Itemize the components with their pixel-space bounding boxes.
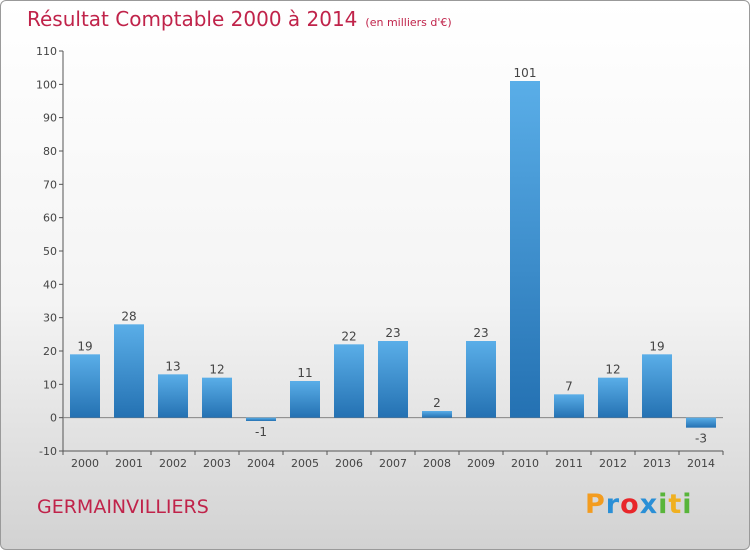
x-tick-label: 2005 xyxy=(291,457,319,470)
data-label: -1 xyxy=(255,425,267,439)
data-label: 12 xyxy=(605,363,620,377)
bar xyxy=(158,374,188,418)
y-tick-label: 30 xyxy=(43,312,57,325)
data-label: 19 xyxy=(77,339,92,353)
y-tick-label: 40 xyxy=(43,278,57,291)
logo-letter: x xyxy=(639,489,659,520)
x-tick-label: 2002 xyxy=(159,457,187,470)
x-tick-label: 2000 xyxy=(71,457,99,470)
bar xyxy=(378,341,408,418)
x-tick-label: 2006 xyxy=(335,457,363,470)
y-tick-label: 0 xyxy=(50,412,57,425)
x-tick-label: 2010 xyxy=(511,457,539,470)
x-tick-label: 2014 xyxy=(687,457,715,470)
data-label: 23 xyxy=(473,326,488,340)
y-tick-label: 50 xyxy=(43,245,57,258)
bar xyxy=(466,341,496,418)
x-tick-label: 2001 xyxy=(115,457,143,470)
data-label: 19 xyxy=(649,339,664,353)
y-tick-label: 80 xyxy=(43,145,57,158)
logo-letter: t xyxy=(668,489,683,520)
proxiti-logo: Proxiti xyxy=(585,489,693,520)
y-tick-label: 70 xyxy=(43,178,57,191)
x-tick-label: 2012 xyxy=(599,457,627,470)
data-label: 23 xyxy=(385,326,400,340)
bar xyxy=(290,381,320,418)
x-tick-label: 2004 xyxy=(247,457,275,470)
y-tick-label: 10 xyxy=(43,378,57,391)
data-label: -3 xyxy=(695,432,707,446)
y-tick-label: 110 xyxy=(36,45,57,58)
logo-letter: P xyxy=(585,489,606,520)
logo-letter: i xyxy=(658,489,669,520)
data-label: 11 xyxy=(297,366,312,380)
chart-title: Résultat Comptable 2000 à 2014 (en millie… xyxy=(27,7,452,31)
bar xyxy=(642,354,672,418)
bar xyxy=(598,377,628,418)
bar xyxy=(202,377,232,418)
bar xyxy=(686,417,716,428)
bar xyxy=(554,394,584,418)
bar xyxy=(510,81,540,418)
data-label: 7 xyxy=(565,379,573,393)
x-tick-label: 2013 xyxy=(643,457,671,470)
data-label: 2 xyxy=(433,396,441,410)
bar xyxy=(114,324,144,418)
data-label: 28 xyxy=(121,309,136,323)
data-label: 12 xyxy=(209,363,224,377)
y-tick-label: 100 xyxy=(36,78,57,91)
bar xyxy=(334,344,364,418)
town-name: GERMAINVILLIERS xyxy=(37,496,209,518)
bar xyxy=(422,411,452,418)
x-tick-label: 2007 xyxy=(379,457,407,470)
logo-letter: o xyxy=(620,489,640,520)
x-tick-label: 2009 xyxy=(467,457,495,470)
data-label: 13 xyxy=(165,359,180,373)
chart-subtitle: (en milliers d'€) xyxy=(365,16,452,29)
bar xyxy=(246,417,276,421)
y-tick-label: -10 xyxy=(39,445,57,458)
logo-letter: i xyxy=(682,489,693,520)
logo-letter: r xyxy=(605,489,621,520)
y-tick-label: 20 xyxy=(43,345,57,358)
x-tick-label: 2011 xyxy=(555,457,583,470)
y-tick-label: 90 xyxy=(43,112,57,125)
data-label: 22 xyxy=(341,329,356,343)
x-tick-label: 2008 xyxy=(423,457,451,470)
y-tick-label: 60 xyxy=(43,212,57,225)
x-tick-label: 2003 xyxy=(203,457,231,470)
chart-title-text: Résultat Comptable 2000 à 2014 xyxy=(27,7,358,31)
bar xyxy=(70,354,100,418)
data-label: 101 xyxy=(514,66,537,80)
